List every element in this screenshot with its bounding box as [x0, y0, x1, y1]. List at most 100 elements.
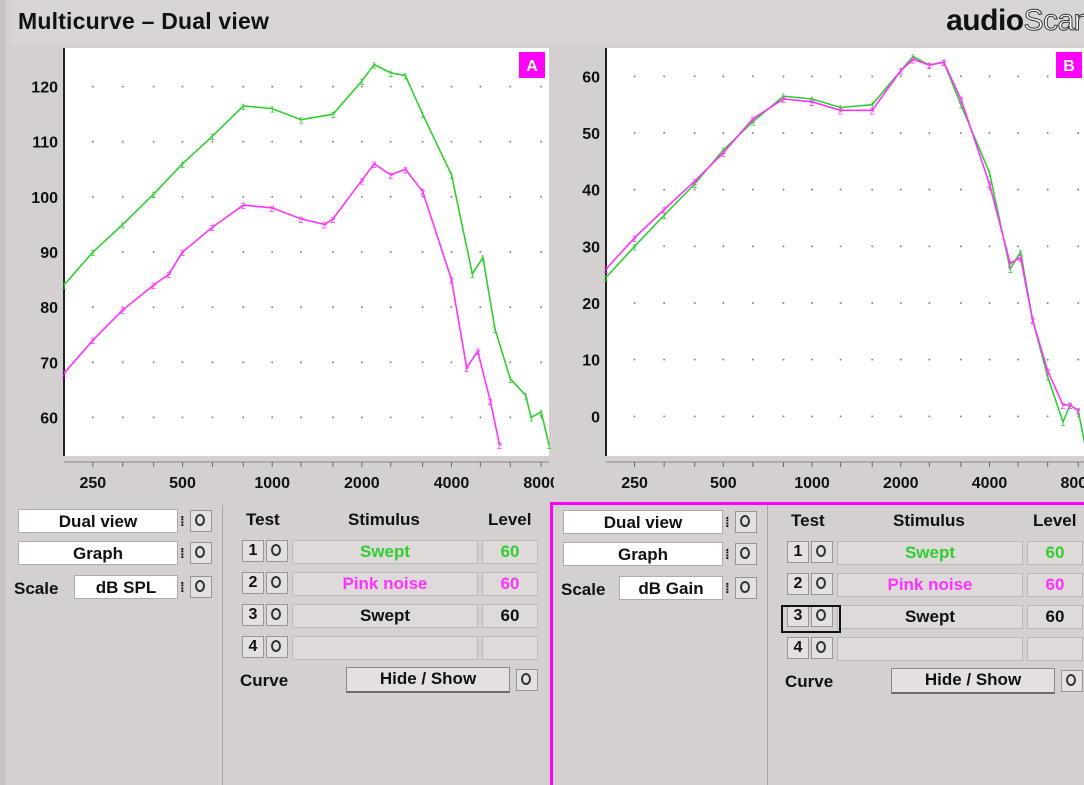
grid-dot: [360, 140, 363, 143]
scale-select[interactable]: dB SPL: [74, 575, 178, 599]
grid-dot: [242, 251, 245, 253]
grid-dot: [421, 140, 424, 143]
series-point-2: 2: [958, 95, 963, 105]
scale-select[interactable]: dB Gain: [619, 576, 723, 600]
series-point-1: 1: [927, 61, 932, 71]
mode-spinner-icon[interactable]: ⁞: [180, 545, 185, 561]
series-point-2: 2: [180, 248, 185, 258]
view-select[interactable]: Dual view: [18, 509, 178, 533]
grid-dot: [271, 140, 274, 143]
test-number-button[interactable]: 3: [242, 604, 264, 626]
panel-divider: [222, 505, 223, 785]
test-number-button[interactable]: 2: [242, 572, 264, 594]
scale-radio[interactable]: [735, 577, 757, 599]
mode-spinner-icon[interactable]: ⁞: [725, 546, 730, 562]
view-spinner-icon[interactable]: ⁞: [180, 513, 185, 529]
test-radio[interactable]: [811, 541, 833, 563]
series-point-1: 1: [987, 169, 992, 179]
test-number-button[interactable]: 1: [787, 541, 809, 563]
scale-spinner-icon[interactable]: ⁞: [725, 580, 730, 596]
grid-dot: [899, 415, 902, 418]
test-number-button[interactable]: 4: [242, 636, 264, 658]
grid-dot: [211, 416, 214, 419]
grid-dot: [839, 302, 842, 304]
scale-spinner-icon[interactable]: ⁞: [180, 579, 185, 595]
test-number-button[interactable]: 1: [242, 540, 264, 562]
level-field: [482, 636, 538, 660]
series-point-2: 2: [810, 98, 815, 108]
grid-dot: [211, 251, 214, 253]
grid-dot: [360, 85, 363, 88]
test-radio[interactable]: [266, 636, 288, 658]
grid-dot: [871, 302, 874, 304]
series-point-1: 1: [151, 190, 156, 200]
grid-dot: [1077, 302, 1080, 304]
series-point-1: 1: [539, 408, 544, 418]
view-radio[interactable]: [190, 510, 212, 532]
grid-dot: [663, 188, 666, 191]
stimulus-field: [292, 636, 478, 660]
series-point-2: 2: [210, 223, 215, 233]
grid-dot: [839, 188, 842, 191]
view-spinner-icon[interactable]: ⁞: [725, 514, 730, 530]
chart-label-badge: [1056, 52, 1082, 78]
series-point-1: 1: [241, 102, 246, 112]
grid-dot: [509, 306, 512, 309]
grid-dot: [242, 195, 245, 198]
test-radio[interactable]: [811, 637, 833, 659]
mode-select[interactable]: Graph: [563, 542, 723, 566]
hide-show-radio[interactable]: [516, 669, 538, 691]
grid-dot: [633, 188, 636, 191]
grid-dot: [91, 140, 94, 143]
panel-divider: [767, 505, 768, 785]
test-number-button[interactable]: 2: [787, 573, 809, 595]
grid-dot: [540, 195, 543, 198]
level-field: [1027, 637, 1083, 661]
level-field: 60: [1027, 605, 1083, 629]
series-point-2: 2: [449, 276, 454, 286]
mode-select[interactable]: Graph: [18, 541, 178, 565]
test-radio[interactable]: [811, 573, 833, 595]
grid-dot: [91, 361, 94, 364]
test-radio[interactable]: [266, 604, 288, 626]
grid-dot: [782, 188, 785, 191]
grid-dot: [331, 416, 334, 419]
series-point-1: 1: [359, 77, 364, 87]
grid-dot: [988, 415, 991, 418]
stimulus-field: Swept: [837, 541, 1023, 565]
grid-dot: [389, 251, 392, 253]
grid-dot: [633, 75, 636, 78]
grid-dot: [479, 85, 482, 88]
series-point-2: 2: [1076, 407, 1081, 417]
grid-dot: [360, 195, 363, 198]
grid-dot: [300, 85, 303, 88]
grid-dot: [751, 132, 754, 134]
test-radio[interactable]: [266, 540, 288, 562]
series-point-2: 2: [1045, 367, 1050, 377]
series-point-1: 1: [1018, 248, 1023, 258]
view-radio[interactable]: [735, 511, 757, 533]
grid-dot: [751, 245, 754, 248]
hide-show-radio[interactable]: [1061, 670, 1083, 692]
x-tick-label: 8000: [1060, 475, 1084, 492]
mode-radio[interactable]: [735, 543, 757, 565]
test-number-button[interactable]: 4: [787, 637, 809, 659]
series-point-1: 1: [493, 325, 498, 335]
hide-show-button[interactable]: Hide / Show: [346, 667, 510, 693]
grid-dot: [693, 188, 696, 191]
grid-dot: [928, 245, 931, 248]
grid-dot: [722, 188, 725, 191]
series-point-2: 2: [61, 369, 66, 379]
y-tick-label: 110: [32, 135, 58, 152]
series-point-1: 1: [750, 118, 755, 128]
grid-dot: [242, 85, 245, 88]
test-radio[interactable]: [266, 572, 288, 594]
series-point-1: 1: [529, 413, 534, 423]
chart-a[interactable]: 120 110 100 90 80 70 60 250 500 1000 2000 4000 8000 1…: [6, 44, 554, 500]
chart-b[interactable]: 6050403020100250500100020004000800011111…: [554, 44, 1084, 500]
mode-radio[interactable]: [190, 542, 212, 564]
hide-show-button[interactable]: Hide / Show: [891, 668, 1055, 694]
grid-dot: [300, 195, 303, 198]
scale-radio[interactable]: [190, 576, 212, 598]
view-select[interactable]: Dual view: [563, 510, 723, 534]
